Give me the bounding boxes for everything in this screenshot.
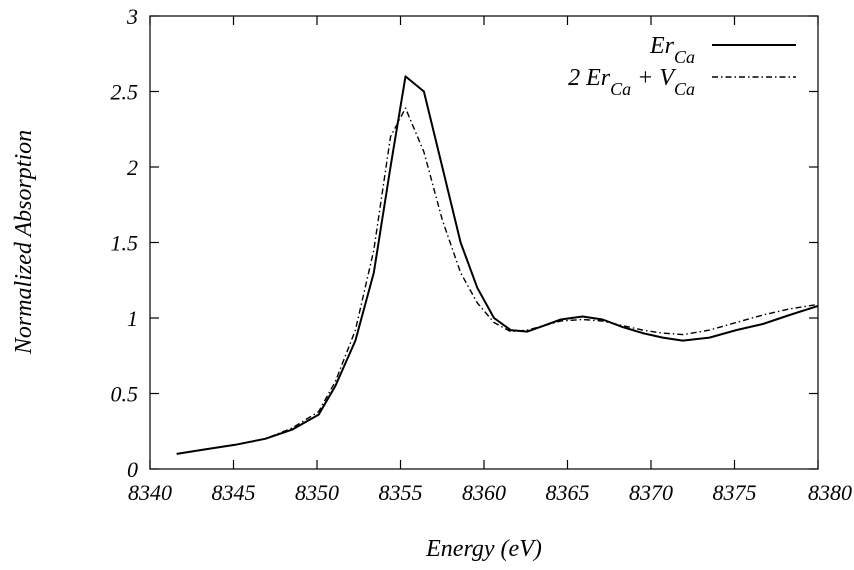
legend-label-1: ErCa [649,33,695,67]
y-tick-label: 0.5 [111,382,139,407]
x-tick-label: 8345 [212,480,256,505]
x-tick-label: 8370 [629,480,673,505]
x-tick-label: 8375 [713,480,757,505]
series-line-2 [176,107,819,455]
series-layer [176,75,819,455]
y-tick-label: 0 [127,457,138,482]
x-tick-label: 8380 [808,480,852,505]
y-tick-label: 3 [126,4,138,29]
series-line-1 [176,75,819,455]
plot-frame [149,15,819,470]
y-tick-label: 1 [127,306,138,331]
x-axis: 8340 8345 8350 8355 8360 8365 8370 8375 8380 [128,16,852,505]
x-tick-label: 8355 [379,480,423,505]
y-axis-label: Normalized Absorption [11,130,37,355]
x-tick-label: 8360 [462,480,506,505]
y-axis: 0 0.5 1 1.5 2 2.5 3 [111,4,818,482]
y-tick-label: 2.5 [111,80,139,105]
x-axis-label: Energy (eV) [425,536,542,562]
x-tick-label: 8350 [295,480,339,505]
y-tick-label: 2 [127,155,138,180]
legend-label-2: 2 ErCa + VCa [568,65,695,99]
x-tick-label: 8365 [546,480,590,505]
y-tick-label: 1.5 [111,231,139,256]
x-tick-label: 8340 [128,480,172,505]
